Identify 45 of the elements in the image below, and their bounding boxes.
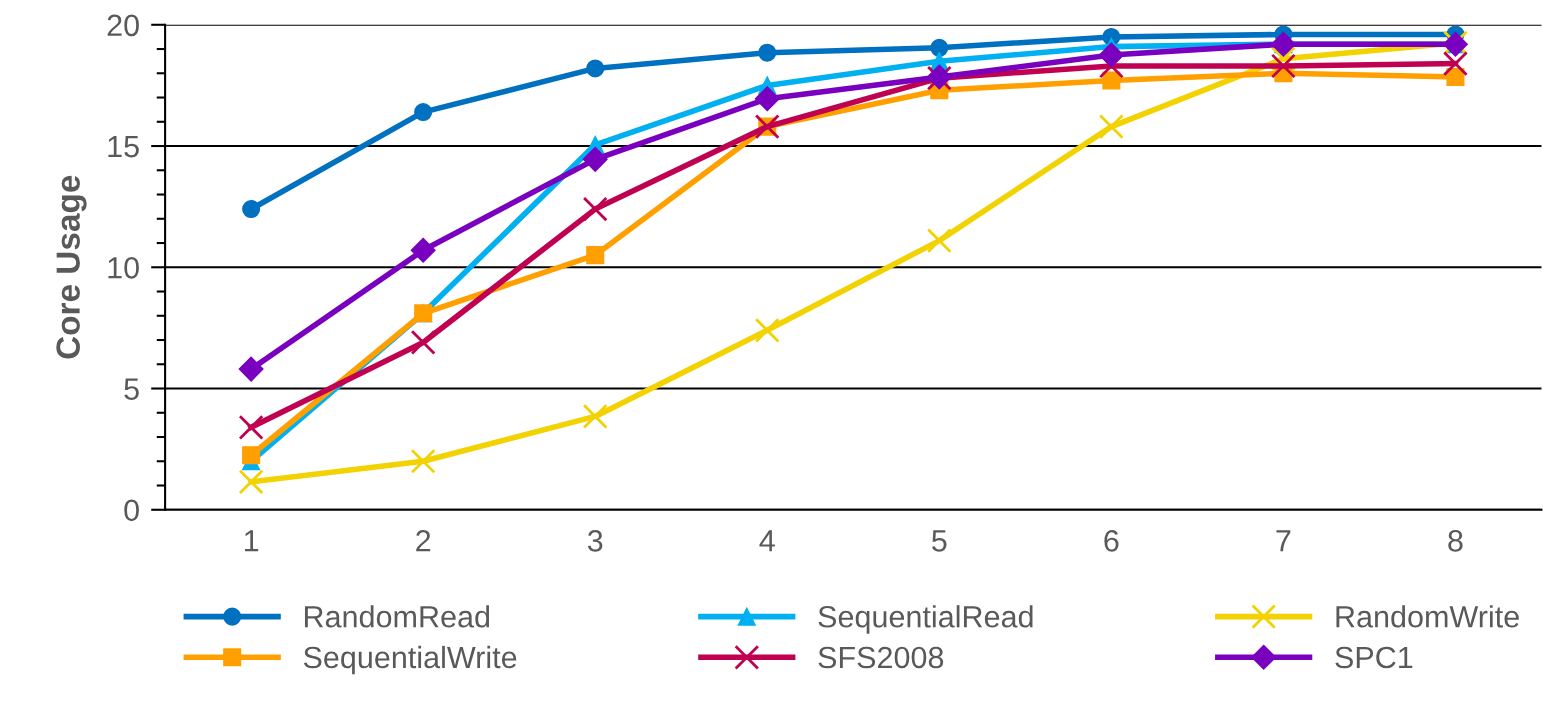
y-tick-label: 5 [124, 378, 139, 400]
x-tick-label: 8 [1448, 530, 1463, 552]
legend-label: SFS2008 [818, 646, 944, 669]
x-tick-label: 3 [587, 530, 603, 552]
point [930, 38, 949, 57]
point [926, 228, 952, 254]
point [238, 414, 264, 440]
y-tick-label: 0 [124, 499, 139, 522]
point [582, 403, 608, 429]
point [242, 200, 261, 219]
point [1098, 114, 1124, 140]
x-tick-label: 4 [759, 530, 775, 552]
point [754, 86, 780, 112]
x-tick-label: 6 [1104, 530, 1119, 552]
legend-label: RandomRead [304, 605, 490, 628]
point [238, 469, 264, 495]
point [582, 146, 608, 172]
point [586, 246, 605, 265]
point [758, 43, 777, 62]
legend-label: SequentialRead [818, 605, 1033, 634]
point [1446, 67, 1465, 86]
point [410, 448, 436, 474]
legend-label: SPC1 [1335, 646, 1413, 669]
y-tick-label: 20 [107, 14, 139, 37]
legend-label: RandomWrite [1336, 605, 1519, 628]
point [1442, 51, 1468, 77]
x-tick-label: 2 [416, 530, 431, 552]
y-tick-label: 15 [108, 136, 139, 158]
y-axis-title: Core Usage [56, 175, 87, 359]
point [410, 237, 436, 263]
point [1270, 53, 1296, 79]
x-tick-label: 7 [1276, 530, 1291, 552]
point [414, 103, 433, 122]
x-tick-label: 1 [244, 530, 259, 552]
point [410, 329, 436, 355]
point [586, 59, 605, 78]
x-tick-label: 5 [932, 530, 947, 552]
legend-label: SequentialWrite [303, 645, 517, 675]
point [238, 356, 264, 382]
point [754, 317, 780, 343]
point [582, 196, 608, 222]
y-tick-label: 10 [108, 257, 139, 279]
point [1098, 42, 1124, 68]
point [1102, 71, 1121, 90]
point [242, 446, 261, 465]
